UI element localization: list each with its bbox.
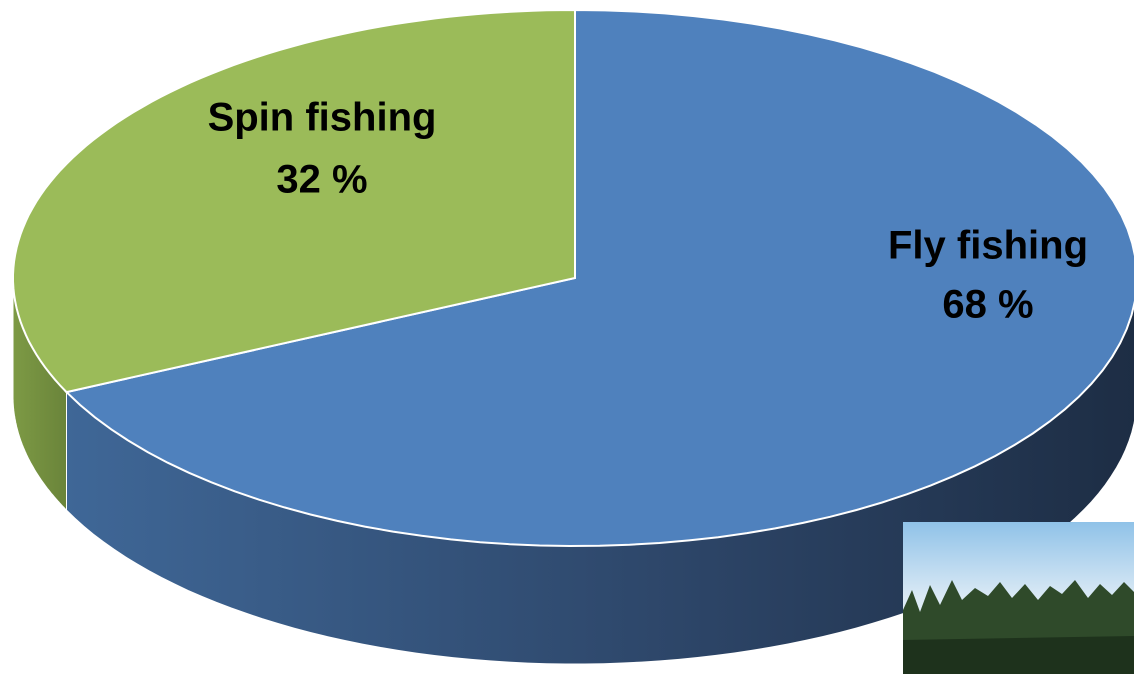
slice-label: Spin fishing	[208, 96, 437, 140]
slice-label: Fly fishing	[888, 224, 1088, 268]
pie-slice	[12, 8, 576, 394]
slice-value-label: 68 %	[942, 283, 1033, 327]
photo-forest-floor	[903, 636, 1134, 674]
pie	[12, 8, 1134, 665]
slice-value-label: 32 %	[276, 158, 367, 202]
pie-slice	[64, 8, 1134, 548]
photo	[903, 522, 1134, 674]
